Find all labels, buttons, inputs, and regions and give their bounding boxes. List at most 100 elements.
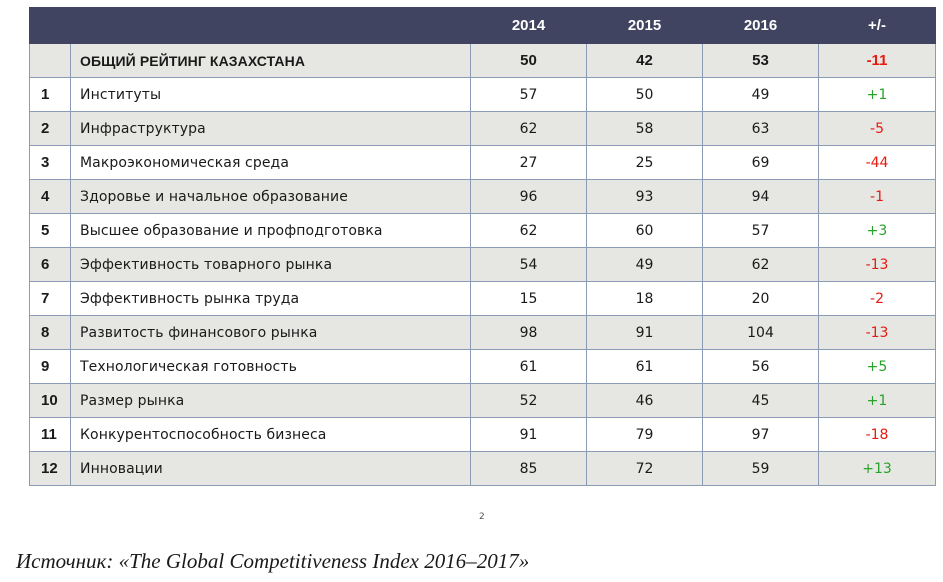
value-2015: 58 bbox=[586, 111, 703, 146]
value-2016: 104 bbox=[702, 315, 819, 350]
table-row: 3 Макроэкономическая среда 27 25 69 -44 bbox=[29, 145, 936, 180]
value-delta: -44 bbox=[818, 145, 936, 180]
value-delta: -5 bbox=[818, 111, 936, 146]
row-number: 6 bbox=[29, 247, 71, 282]
value-2015: 60 bbox=[586, 213, 703, 248]
value-2016: 49 bbox=[702, 77, 819, 112]
value-2014: 91 bbox=[470, 417, 587, 452]
value-delta: +1 bbox=[818, 383, 936, 418]
value-delta: +13 bbox=[818, 451, 936, 486]
value-2014: 57 bbox=[470, 77, 587, 112]
row-number: 3 bbox=[29, 145, 71, 180]
value-2014: 52 bbox=[470, 383, 587, 418]
competitiveness-table: 2014 2015 2016 +/- ОБЩИЙ РЕЙТИНГ КАЗАХСТ… bbox=[29, 7, 936, 486]
value-delta: -13 bbox=[818, 315, 936, 350]
row-name: Инфраструктура bbox=[70, 111, 471, 146]
table-row: 7 Эффективность рынка труда 15 18 20 -2 bbox=[29, 281, 936, 316]
row-name: Макроэкономическая среда bbox=[70, 145, 471, 180]
row-number: 1 bbox=[29, 77, 71, 112]
row-number: 7 bbox=[29, 281, 71, 316]
value-delta: +3 bbox=[818, 213, 936, 248]
value-2015: 79 bbox=[586, 417, 703, 452]
row-number: 5 bbox=[29, 213, 71, 248]
table-row: 4 Здоровье и начальное образование 96 93 94-… bbox=[29, 179, 936, 214]
value-2016: 63 bbox=[702, 111, 819, 146]
value-2016: 20 bbox=[702, 281, 819, 316]
header-delta: +/- bbox=[818, 7, 936, 44]
table-row: 12 Инновации 85 72 59 +13 bbox=[29, 451, 936, 486]
header-2016: 2016 bbox=[702, 7, 819, 44]
value-2015: 25 bbox=[586, 145, 703, 180]
value-2016: 97 bbox=[702, 417, 819, 452]
table-row: 10 Размер рынка 52 46 45 +1 bbox=[29, 383, 936, 418]
value-2016: 53 bbox=[702, 43, 819, 78]
table-row: 6 Эффективность товарного рынка 54 49 62 -13 bbox=[29, 247, 936, 282]
value-2014: 62 bbox=[470, 111, 587, 146]
table-row: 2 Инфраструктура 62 58 63 -5 bbox=[29, 111, 936, 146]
value-2014: 27 bbox=[470, 145, 587, 180]
value-2014: 62 bbox=[470, 213, 587, 248]
value-2014: 15 bbox=[470, 281, 587, 316]
value-2015: 91 bbox=[586, 315, 703, 350]
row-name: Институты bbox=[70, 77, 471, 112]
value-delta: +1 bbox=[818, 77, 936, 112]
source-caption: Источник: «The Global Competitiveness In… bbox=[16, 549, 530, 573]
value-2016: 57 bbox=[702, 213, 819, 248]
row-name: ОБЩИЙ РЕЙТИНГ КАЗАХСТАНА bbox=[70, 43, 471, 78]
value-2015: 93 bbox=[586, 179, 703, 214]
row-number: 2 bbox=[29, 111, 71, 146]
stray-mark: 2 bbox=[479, 512, 485, 522]
value-2016: 45 bbox=[702, 383, 819, 418]
value-delta: +5 bbox=[818, 349, 936, 384]
row-number: 8 bbox=[29, 315, 71, 350]
value-2015: 49 bbox=[586, 247, 703, 282]
header-num bbox=[29, 7, 71, 44]
value-delta: -11 bbox=[818, 43, 936, 78]
table-row: 11 Конкурентоспособность бизнеса 91 79 97 -18 bbox=[29, 417, 936, 452]
table-row: 9 Технологическая готовность 61 61 56 +5 bbox=[29, 349, 936, 384]
value-2015: 18 bbox=[586, 281, 703, 316]
value-2014: 98 bbox=[470, 315, 587, 350]
total-rating-row: ОБЩИЙ РЕЙТИНГ КАЗАХСТАНА 50 42 53 -11 bbox=[29, 43, 936, 78]
row-number: 10 bbox=[29, 383, 71, 418]
row-name: Здоровье и начальное образование bbox=[70, 179, 471, 214]
row-number: 11 bbox=[29, 417, 71, 452]
value-2014: 54 bbox=[470, 247, 587, 282]
value-2015: 46 bbox=[586, 383, 703, 418]
value-2015: 72 bbox=[586, 451, 703, 486]
row-number: 12 bbox=[29, 451, 71, 486]
value-2016: 69 bbox=[702, 145, 819, 180]
row-name: Эффективность товарного рынка bbox=[70, 247, 471, 282]
value-2016: 62 bbox=[702, 247, 819, 282]
row-number: 9 bbox=[29, 349, 71, 384]
value-2014: 85 bbox=[470, 451, 587, 486]
value-2015: 61 bbox=[586, 349, 703, 384]
value-2016: 56 bbox=[702, 349, 819, 384]
row-name: Конкурентоспособность бизнеса bbox=[70, 417, 471, 452]
row-number bbox=[29, 43, 71, 78]
row-number: 4 bbox=[29, 179, 71, 214]
header-2014: 2014 bbox=[470, 7, 587, 44]
row-name: Развитость финансового рынка bbox=[70, 315, 471, 350]
value-2014: 61 bbox=[470, 349, 587, 384]
value-delta: -18 bbox=[818, 417, 936, 452]
row-name: Эффективность рынка труда bbox=[70, 281, 471, 316]
value-2016: 94 bbox=[702, 179, 819, 214]
value-2016: 59 bbox=[702, 451, 819, 486]
value-2015: 42 bbox=[586, 43, 703, 78]
row-name: Высшее образование и профподготовка bbox=[70, 213, 471, 248]
row-name: Размер рынка bbox=[70, 383, 471, 418]
header-2015: 2015 bbox=[586, 7, 703, 44]
value-delta: -1 bbox=[818, 179, 936, 214]
table-row: 5 Высшее образование и профподготовка 62 60… bbox=[29, 213, 936, 248]
row-name: Технологическая готовность bbox=[70, 349, 471, 384]
header-name bbox=[70, 7, 471, 44]
table-row: 1 Институты 57 50 49 +1 bbox=[29, 77, 936, 112]
value-delta: -13 bbox=[818, 247, 936, 282]
value-2015: 50 bbox=[586, 77, 703, 112]
table-row: 8 Развитость финансового рынка 98 91 104 -13 bbox=[29, 315, 936, 350]
value-2014: 50 bbox=[470, 43, 587, 78]
row-name: Инновации bbox=[70, 451, 471, 486]
table-header-row: 2014 2015 2016 +/- bbox=[29, 7, 936, 44]
